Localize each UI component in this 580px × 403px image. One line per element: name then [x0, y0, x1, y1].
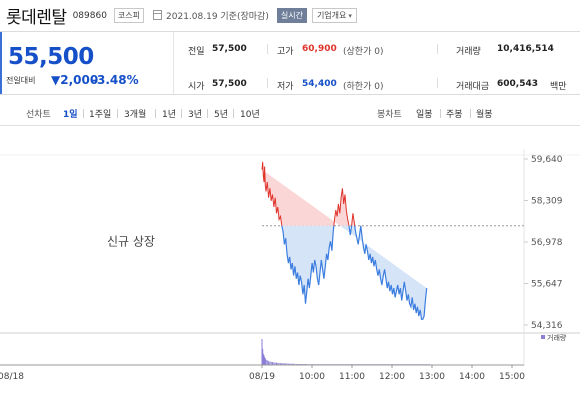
current-price: 55,500 [8, 44, 94, 70]
x-tick-label: 14:00 [459, 372, 485, 382]
candle-chart-label: 봉차트 [377, 110, 402, 120]
y-tick-label: 58,309 [531, 197, 563, 207]
x-tick-label: 15:00 [499, 372, 525, 382]
amount-label: 거래대금 [456, 82, 490, 92]
amount-unit: 백만 [550, 82, 567, 92]
y-tick-label: 54,316 [531, 321, 563, 331]
price-change: ▼2,000 [51, 73, 99, 87]
company-overview-button[interactable]: 기업개요 ▾ [311, 7, 357, 23]
price-area-up [262, 161, 361, 226]
tab-period-5y[interactable]: 5년 [214, 110, 229, 120]
volume-value: 10,416,514 [497, 44, 554, 54]
x-tick-label: 13:00 [419, 372, 445, 382]
chart-tabs: 선차트 1일 1주일 3개월 1년 3년 5년 10년 봉차트 일봉 주봉 월봉 [0, 102, 580, 126]
tab-period-10y[interactable]: 10년 [240, 110, 260, 120]
high-value: 60,900 [302, 44, 337, 54]
low-label: 저가 [277, 82, 294, 92]
tab-divider [207, 109, 208, 118]
tab-divider [470, 109, 471, 118]
tab-divider [181, 109, 182, 118]
volume-legend-swatch [541, 335, 545, 339]
cell-divider [437, 44, 438, 54]
y-tick-label: 56,978 [531, 238, 563, 248]
y-tick-label: 55,647 [531, 280, 563, 290]
high-label: 고가 [277, 47, 294, 57]
line-chart-label: 선차트 [26, 110, 51, 120]
tab-period-1w[interactable]: 1주일 [89, 110, 112, 120]
accent-bar [0, 32, 2, 94]
amount-value: 600,543 [497, 79, 538, 89]
tab-period-3m[interactable]: 3개월 [124, 110, 147, 120]
tab-divider [83, 109, 84, 118]
volume-label: 거래량 [456, 47, 481, 57]
low-value: 54,400 [302, 79, 337, 89]
x-tick-label: 12:00 [379, 372, 405, 382]
tab-period-1y[interactable]: 1년 [162, 110, 177, 120]
tab-divider [117, 109, 118, 118]
quote-summary: 55,500 전일대비 ▼2,000 -3.48% 전일 57,500 고가 6… [0, 31, 580, 95]
open-label: 시가 [188, 82, 205, 92]
prev-close-label: 전일 [188, 47, 205, 57]
tab-divider [440, 109, 441, 118]
tab-candle-monthly[interactable]: 월봉 [476, 110, 493, 120]
tab-candle-weekly[interactable]: 주봉 [446, 110, 463, 120]
price-area-down [281, 225, 427, 320]
x-tick-label: 08/19 [249, 372, 275, 382]
stock-header: 롯데렌탈 089860 코스피 2021.08.19 기준(장마감) 실시간 기… [0, 0, 580, 30]
price-line-down [281, 225, 428, 320]
prev-close-value: 57,500 [212, 44, 247, 54]
x-tick-label: 08/18 [0, 372, 24, 382]
cell-divider [437, 78, 438, 88]
y-tick-label: 59,640 [531, 155, 563, 165]
x-tick-label: 10:00 [299, 372, 325, 382]
tab-period-3y[interactable]: 3년 [188, 110, 203, 120]
stock-code: 089860 [72, 11, 107, 21]
tab-divider [233, 109, 234, 118]
chevron-down-icon: ▾ [348, 11, 352, 20]
upper-limit: (상한가 0) [343, 47, 384, 57]
tab-divider [155, 109, 156, 118]
quote-divider [173, 32, 174, 94]
company-overview-label: 기업개요 [316, 10, 347, 20]
price-line-up [261, 161, 362, 226]
cell-divider [267, 44, 268, 54]
realtime-button[interactable]: 실시간 [276, 7, 307, 23]
tab-period-1d[interactable]: 1일 [63, 110, 78, 120]
volume-legend-label: 거래량 [547, 333, 567, 342]
open-value: 57,500 [212, 79, 247, 89]
market-badge: 코스피 [113, 7, 145, 23]
cell-divider [267, 78, 268, 88]
stock-name: 롯데렌탈 [6, 7, 67, 28]
listing-annotation: 신규 상장 [107, 234, 155, 248]
change-label: 전일대비 [6, 76, 36, 85]
calendar-icon [153, 10, 163, 20]
price-change-pct: -3.48% [92, 73, 139, 87]
tab-candle-daily[interactable]: 일봉 [416, 110, 433, 120]
quote-date: 2021.08.19 기준(장마감) [166, 11, 269, 22]
x-tick-label: 11:00 [339, 372, 365, 382]
lower-limit: (하한가 0) [343, 82, 384, 92]
